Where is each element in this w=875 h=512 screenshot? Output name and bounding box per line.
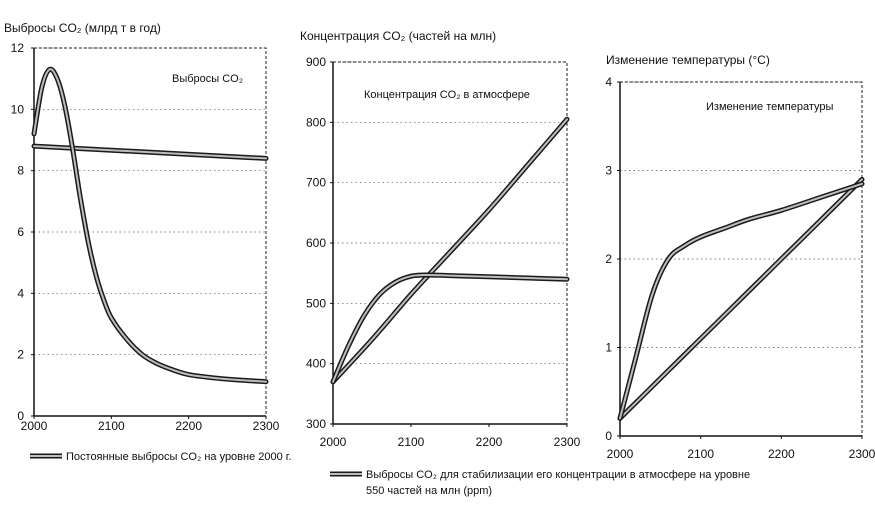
emissions-x-tick-label: 2100: [98, 419, 125, 433]
emissions-y-tick-label: 0: [17, 409, 24, 423]
emissions-y-tick-label: 6: [17, 225, 24, 239]
emissions-series-stabilization-line-highlight: [33, 68, 267, 383]
emissions-x-tick-label: 2200: [175, 419, 202, 433]
concentration-y-tick-label: 300: [306, 417, 326, 431]
emissions-y-tick-label: 8: [17, 164, 24, 178]
emissions-y-tick-label: 12: [11, 41, 25, 55]
emissions-y-tick-label: 10: [11, 102, 25, 116]
temperature-y-tick-label: 4: [605, 75, 612, 89]
temperature-x-tick-label: 2200: [768, 447, 795, 461]
temperature-chart-inner-label: Изменение температуры: [706, 101, 834, 113]
emissions-x-tick-label: 2300: [253, 419, 280, 433]
concentration-series-stabilization-line: [330, 272, 570, 385]
legend-label-stabilization-line2: 550 частей на млн (ppm): [366, 485, 492, 497]
emissions-y-tick-label: 2: [17, 348, 24, 362]
temperature-chart-title: Изменение температуры (°С): [606, 53, 770, 67]
temperature-x-tick-label: 2100: [687, 447, 714, 461]
emissions-x-tick-label: 2000: [21, 419, 48, 433]
temperature-y-tick-label: 1: [605, 341, 612, 355]
temperature-series-stabilization-line-highlight: [619, 182, 863, 420]
concentration-x-tick-label: 2100: [398, 435, 425, 449]
emissions-series-stabilization-line: [31, 66, 269, 385]
concentration-x-tick-label: 2200: [476, 435, 503, 449]
temperature-x-tick-label: 2000: [607, 447, 634, 461]
concentration-x-tick-label: 2000: [320, 435, 347, 449]
concentration-y-tick-label: 900: [306, 55, 326, 69]
legend: Постоянные выбросы CO₂ на уровне 2000 г.…: [30, 451, 750, 497]
temperature-y-tick-label: 3: [605, 164, 612, 178]
concentration-chart: Концентрация CO₂ (частей на млн) Концент…: [300, 29, 581, 449]
concentration-y-tick-label: 500: [306, 296, 326, 310]
emissions-series-constant-line-highlight: [33, 145, 267, 160]
temperature-y-tick-label: 2: [605, 252, 612, 266]
legend-item-constant: Постоянные выбросы CO₂ на уровне 2000 г.: [30, 451, 292, 463]
legend-label-constant: Постоянные выбросы CO₂ на уровне 2000 г.: [66, 451, 292, 463]
concentration-y-tick-label: 400: [306, 357, 326, 371]
concentration-y-tick-label: 700: [306, 176, 326, 190]
emissions-y-tick-label: 4: [17, 286, 24, 300]
concentration-x-tick-label: 2300: [554, 435, 581, 449]
concentration-y-tick-label: 600: [306, 236, 326, 250]
legend-item-stabilization: Выбросы CO₂ для стабилизации его концент…: [330, 469, 750, 497]
concentration-chart-inner-label: Концентрация CO₂ в атмосфере: [364, 89, 530, 101]
temperature-x-tick-label: 2300: [849, 447, 875, 461]
temperature-y-tick-label: 0: [605, 429, 612, 443]
temperature-series-constant-line-highlight: [619, 178, 863, 420]
concentration-chart-title: Концентрация CO₂ (частей на млн): [300, 29, 496, 43]
concentration-y-tick-label: 800: [306, 115, 326, 129]
concentration-series-constant-line-highlight: [332, 118, 568, 383]
concentration-series-stabilization-line-highlight: [332, 273, 568, 383]
legend-label-stabilization-line1: Выбросы CO₂ для стабилизации его концент…: [366, 469, 750, 481]
emissions-chart-inner-label: Выбросы CO₂: [172, 73, 243, 85]
emissions-chart-title: Выбросы CO₂ (млрд т в год): [4, 21, 161, 35]
emissions-chart: Выбросы CO₂ (млрд т в год) Выбросы CO₂ 0…: [4, 21, 280, 433]
temperature-chart: Изменение температуры (°С) Изменение тем…: [605, 53, 875, 461]
